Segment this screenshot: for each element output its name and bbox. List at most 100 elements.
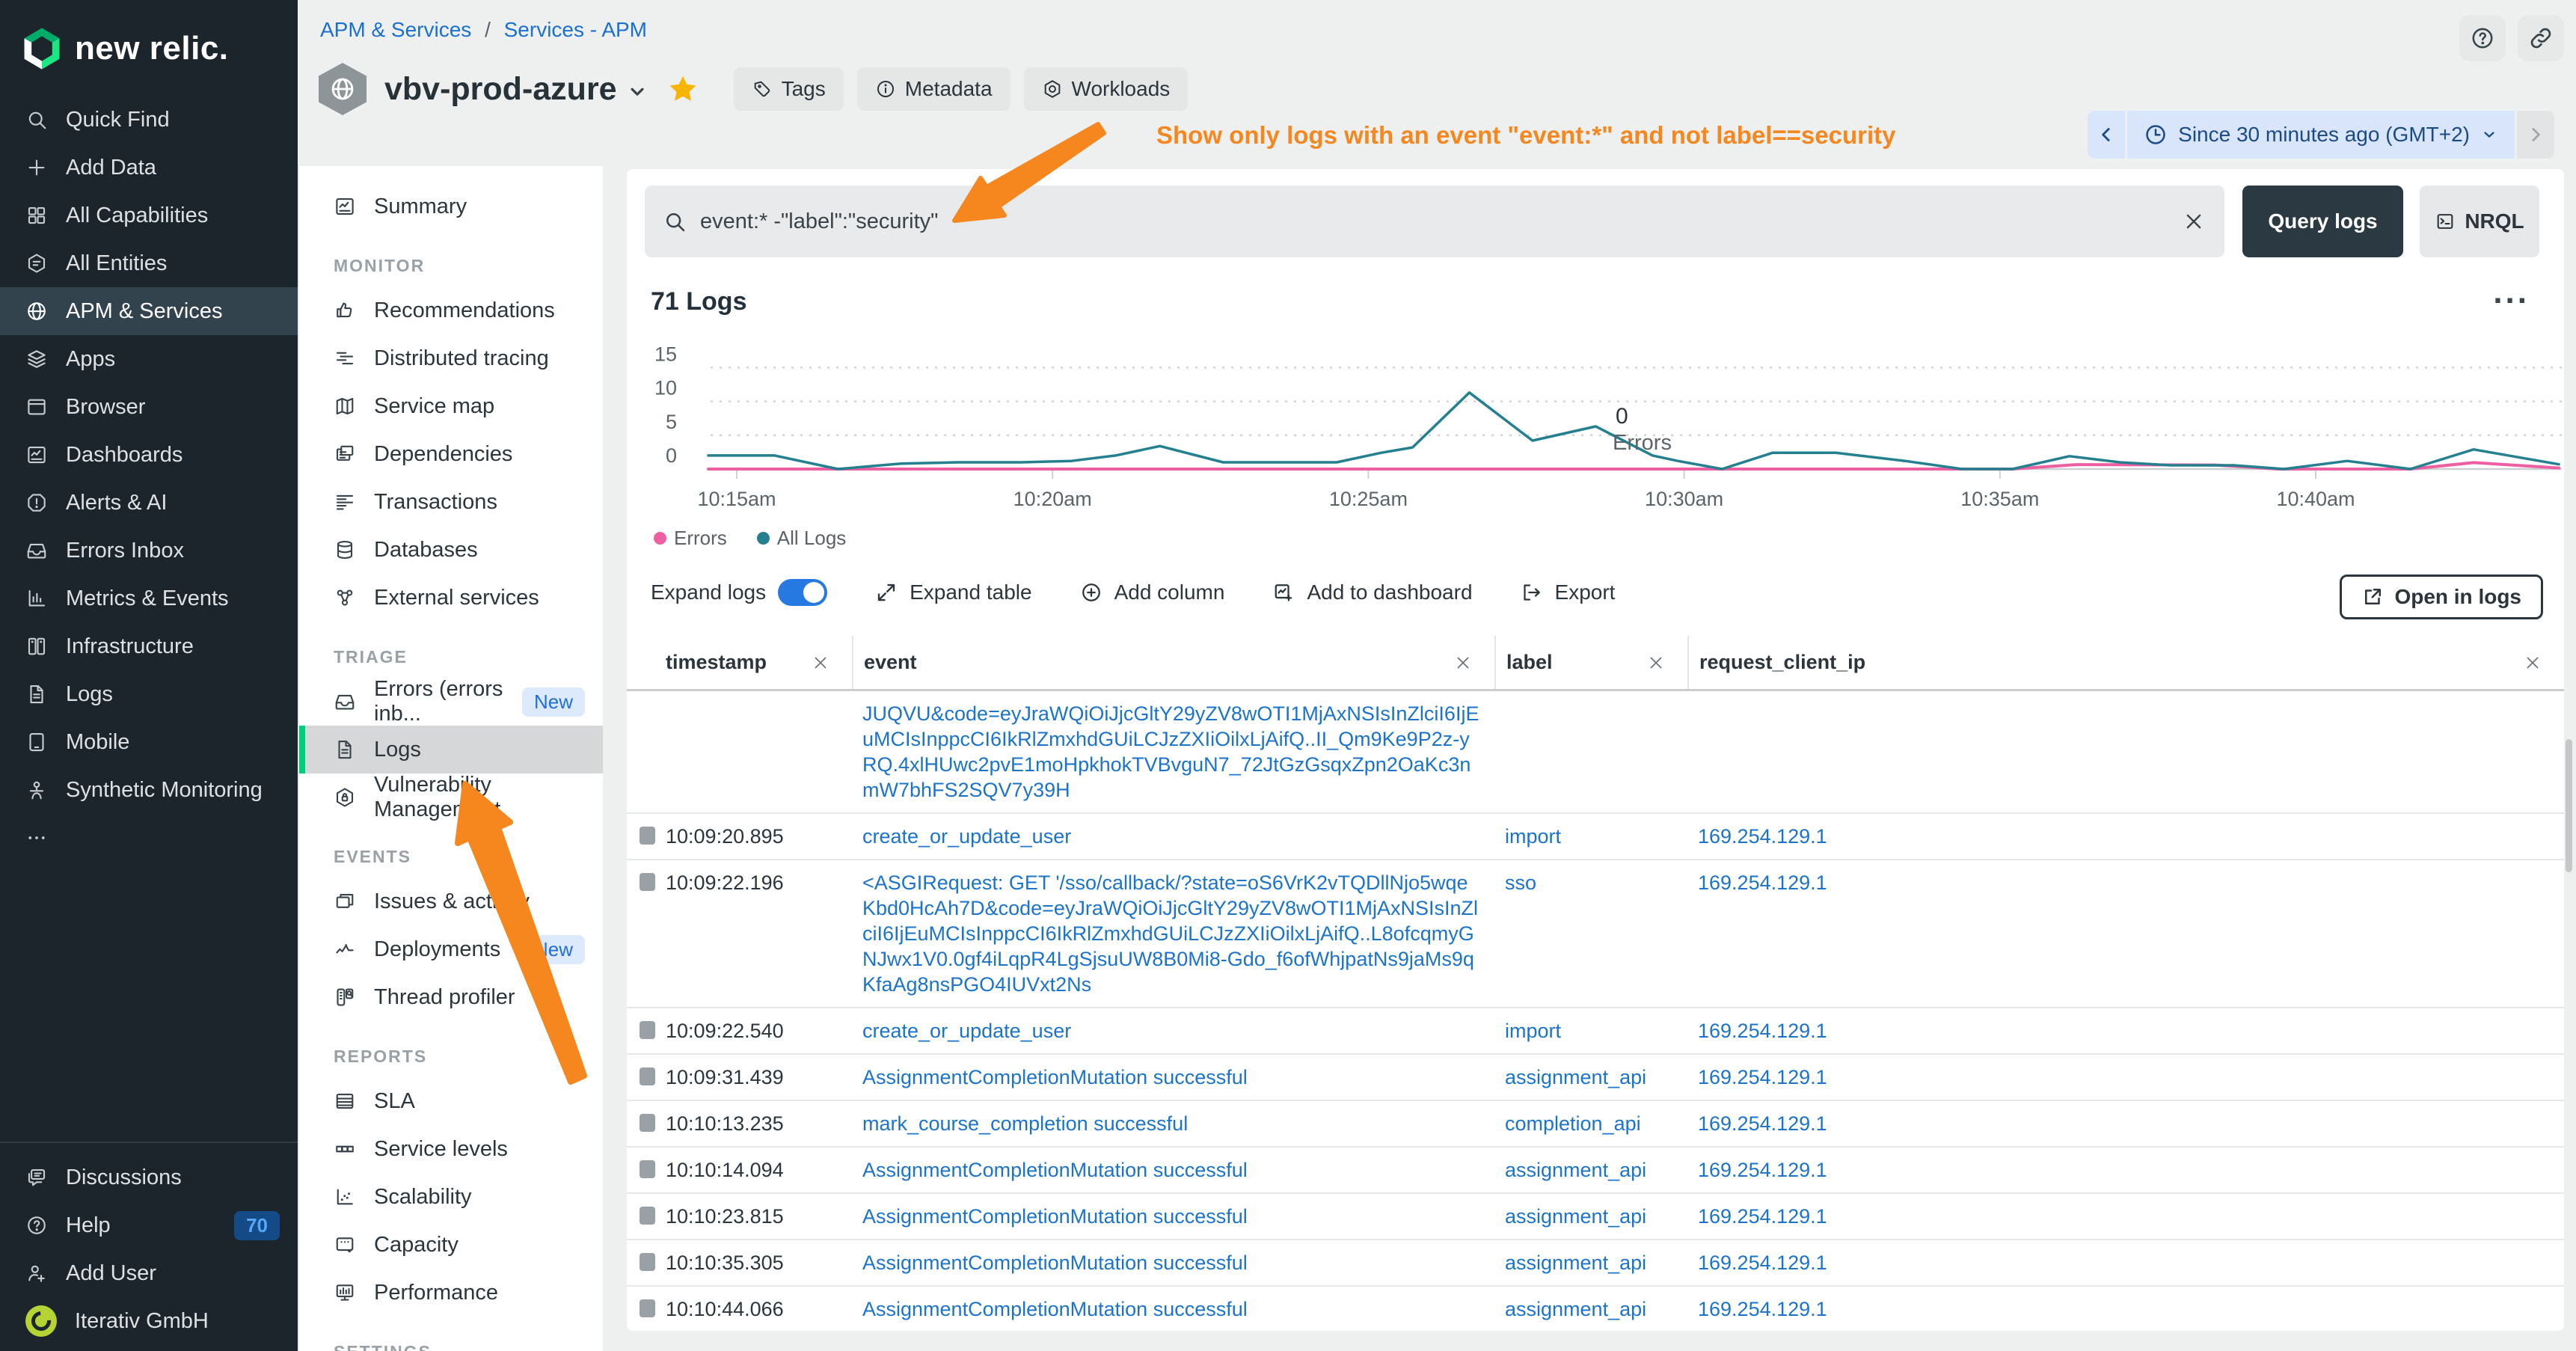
subnav-item-service-levels[interactable]: Service levels xyxy=(299,1125,603,1173)
subnav-item-vulnerability-management[interactable]: Vulnerability Management xyxy=(299,773,603,821)
ip-link[interactable]: 169.254.129.1 xyxy=(1698,825,1827,848)
subnav-item-service-map[interactable]: Service map xyxy=(299,382,603,430)
nrql-button[interactable]: NRQL xyxy=(2420,186,2539,257)
ip-link[interactable]: 169.254.129.1 xyxy=(1698,1205,1827,1228)
scrollbar-thumb[interactable] xyxy=(2566,739,2572,872)
ip-link[interactable]: 169.254.129.1 xyxy=(1698,871,1827,894)
subnav-item-capacity[interactable]: Capacity xyxy=(299,1221,603,1269)
event-link[interactable]: <ASGIRequest: GET '/sso/callback/?state=… xyxy=(862,871,1478,996)
sidebar-item-discussions[interactable]: Discussions xyxy=(0,1154,298,1201)
sidebar-item-add-data[interactable]: Add Data xyxy=(0,144,298,192)
subnav-item-scalability[interactable]: Scalability xyxy=(299,1173,603,1221)
ip-link[interactable]: 169.254.129.1 xyxy=(1698,1159,1827,1181)
subnav-item-databases[interactable]: Databases xyxy=(299,526,603,574)
subnav-item-logs[interactable]: Logs xyxy=(299,726,603,773)
table-row[interactable]: JUQVU&code=eyJraWQiOiJjcGltY29yZV8wOTI1M… xyxy=(627,691,2564,814)
subnav-item-transactions[interactable]: Transactions xyxy=(299,478,603,526)
permalink-button[interactable] xyxy=(2518,15,2564,61)
new-relic-logo[interactable]: new relic. xyxy=(0,0,298,75)
label-link[interactable]: import xyxy=(1505,825,1561,848)
row-detail-icon[interactable] xyxy=(640,827,655,845)
row-detail-icon[interactable] xyxy=(640,1253,655,1271)
tags-button[interactable]: Tags xyxy=(734,67,844,111)
legend-all-logs[interactable]: All Logs xyxy=(757,527,847,550)
time-range-button[interactable]: Since 30 minutes ago (GMT+2) xyxy=(2127,111,2515,159)
expand-logs-toggle[interactable] xyxy=(778,579,827,606)
label-link[interactable]: assignment_api xyxy=(1505,1252,1646,1274)
remove-column-icon[interactable] xyxy=(1647,654,1665,672)
clear-search-icon[interactable] xyxy=(2183,210,2205,233)
column-header-timestamp[interactable]: timestamp xyxy=(627,636,852,689)
event-link[interactable]: AssignmentCompletionMutation successful xyxy=(862,1205,1248,1228)
open-in-logs-button[interactable]: Open in logs xyxy=(2340,575,2543,619)
subnav-item-dependencies[interactable]: Dependencies xyxy=(299,430,603,478)
expand-table-button[interactable]: Expand table xyxy=(875,580,1031,604)
column-header-event[interactable]: event xyxy=(852,636,1494,689)
ip-link[interactable]: 169.254.129.1 xyxy=(1698,1112,1827,1135)
sidebar-item-errors-inbox[interactable]: Errors Inbox xyxy=(0,527,298,575)
event-link[interactable]: JUQVU&code=eyJraWQiOiJjcGltY29yZV8wOTI1M… xyxy=(862,702,1479,801)
sidebar-item-add-user[interactable]: Add User xyxy=(0,1249,298,1297)
breadcrumb-services-apm[interactable]: Services - APM xyxy=(504,18,647,41)
row-detail-icon[interactable] xyxy=(640,873,655,891)
table-row[interactable]: 10:10:14.094AssignmentCompletionMutation… xyxy=(627,1148,2564,1194)
sidebar-item-metrics-events[interactable]: Metrics & Events xyxy=(0,575,298,622)
workloads-button[interactable]: Workloads xyxy=(1024,67,1189,111)
sidebar-item-infrastructure[interactable]: Infrastructure xyxy=(0,622,298,670)
subnav-item-summary[interactable]: Summary xyxy=(299,183,603,230)
remove-column-icon[interactable] xyxy=(1454,654,1472,672)
sidebar-item-iterativ-gmbh[interactable]: Iterativ GmbH xyxy=(0,1297,298,1345)
row-detail-icon[interactable] xyxy=(640,1067,655,1085)
favorite-star-icon[interactable] xyxy=(666,73,699,105)
label-link[interactable]: assignment_api xyxy=(1505,1298,1646,1320)
card-menu-dots[interactable]: ... xyxy=(2493,274,2530,311)
log-search-input[interactable] xyxy=(700,209,2183,234)
event-link[interactable]: AssignmentCompletionMutation successful xyxy=(862,1298,1248,1320)
sidebar-item-all-capabilities[interactable]: All Capabilities xyxy=(0,192,298,239)
legend-errors[interactable]: Errors xyxy=(654,527,727,550)
table-row[interactable]: 10:10:13.235mark_course_completion succe… xyxy=(627,1101,2564,1148)
subnav-item-recommendations[interactable]: Recommendations xyxy=(299,287,603,334)
time-forward-button[interactable] xyxy=(2517,111,2554,159)
sidebar-item-browser[interactable]: Browser xyxy=(0,383,298,431)
event-link[interactable]: create_or_update_user xyxy=(862,1020,1071,1042)
event-link[interactable]: AssignmentCompletionMutation successful xyxy=(862,1252,1248,1274)
ip-link[interactable]: 169.254.129.1 xyxy=(1698,1298,1827,1320)
sidebar-item-quick-find[interactable]: Quick Find xyxy=(0,96,298,144)
label-link[interactable]: sso xyxy=(1505,871,1536,894)
column-header-request-client-ip[interactable]: request_client_ip xyxy=(1687,636,2564,689)
table-row[interactable]: 10:09:22.196<ASGIRequest: GET '/sso/call… xyxy=(627,860,2564,1008)
row-detail-icon[interactable] xyxy=(640,1160,655,1178)
label-link[interactable]: import xyxy=(1505,1020,1561,1042)
event-link[interactable]: AssignmentCompletionMutation successful xyxy=(862,1159,1248,1181)
label-link[interactable]: assignment_api xyxy=(1505,1205,1646,1228)
sidebar-item-logs[interactable]: Logs xyxy=(0,670,298,718)
label-link[interactable]: completion_api xyxy=(1505,1112,1641,1135)
table-row[interactable]: 10:09:22.540create_or_update_userimport1… xyxy=(627,1008,2564,1055)
ip-link[interactable]: 169.254.129.1 xyxy=(1698,1066,1827,1088)
sidebar-item-dashboards[interactable]: Dashboards xyxy=(0,431,298,479)
label-link[interactable]: assignment_api xyxy=(1505,1066,1646,1088)
table-row[interactable]: 10:10:44.066AssignmentCompletionMutation… xyxy=(627,1287,2564,1331)
ip-link[interactable]: 169.254.129.1 xyxy=(1698,1252,1827,1274)
subnav-item-distributed-tracing[interactable]: Distributed tracing xyxy=(299,334,603,382)
ip-link[interactable]: 169.254.129.1 xyxy=(1698,1020,1827,1042)
subnav-item-errors-errors-inb[interactable]: Errors (errors inb...New xyxy=(299,678,603,726)
query-logs-button[interactable]: Query logs xyxy=(2242,186,2403,257)
table-row[interactable]: 10:10:35.305AssignmentCompletionMutation… xyxy=(627,1240,2564,1287)
event-link[interactable]: AssignmentCompletionMutation successful xyxy=(862,1066,1248,1088)
sidebar-item-help[interactable]: Help70 xyxy=(0,1201,298,1249)
subnav-item-deployments[interactable]: DeploymentsNew xyxy=(299,925,603,973)
subnav-item-issues-activity[interactable]: Issues & activity xyxy=(299,877,603,925)
subnav-item-performance[interactable]: Performance xyxy=(299,1269,603,1317)
row-detail-icon[interactable] xyxy=(640,1021,655,1039)
sidebar-item-item[interactable] xyxy=(0,814,298,862)
table-row[interactable]: 10:09:31.439AssignmentCompletionMutation… xyxy=(627,1055,2564,1101)
remove-column-icon[interactable] xyxy=(2524,654,2542,672)
breadcrumb-apm-services[interactable]: APM & Services xyxy=(320,18,471,41)
subnav-item-external-services[interactable]: External services xyxy=(299,574,603,622)
row-detail-icon[interactable] xyxy=(640,1207,655,1225)
remove-column-icon[interactable] xyxy=(812,654,829,672)
row-detail-icon[interactable] xyxy=(640,1299,655,1317)
row-detail-icon[interactable] xyxy=(640,1114,655,1132)
